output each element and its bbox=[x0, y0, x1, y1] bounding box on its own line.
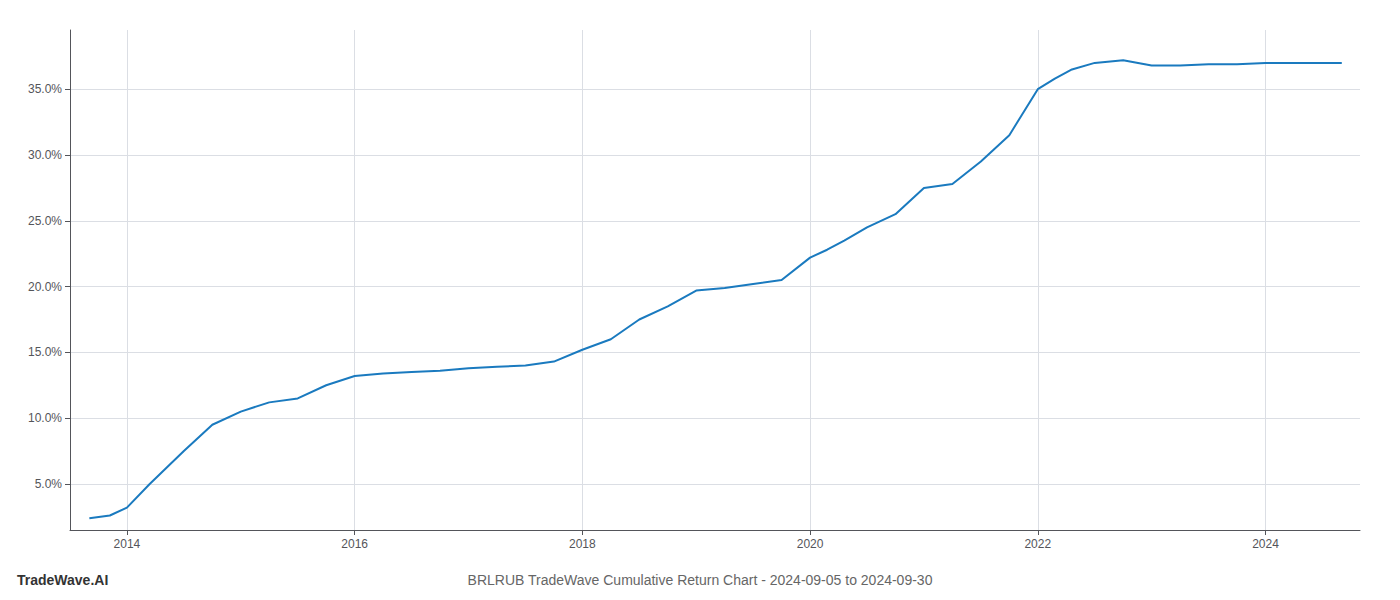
svg-text:2020: 2020 bbox=[797, 537, 824, 551]
svg-text:TradeWave.AI: TradeWave.AI bbox=[17, 572, 108, 588]
svg-text:BRLRUB TradeWave Cumulative Re: BRLRUB TradeWave Cumulative Return Chart… bbox=[468, 572, 933, 588]
svg-text:2014: 2014 bbox=[114, 537, 141, 551]
svg-text:30.0%: 30.0% bbox=[28, 148, 62, 162]
svg-text:2018: 2018 bbox=[569, 537, 596, 551]
svg-text:15.0%: 15.0% bbox=[28, 345, 62, 359]
svg-text:5.0%: 5.0% bbox=[35, 477, 63, 491]
svg-text:2022: 2022 bbox=[1024, 537, 1051, 551]
svg-text:10.0%: 10.0% bbox=[28, 411, 62, 425]
svg-text:25.0%: 25.0% bbox=[28, 214, 62, 228]
svg-text:2016: 2016 bbox=[341, 537, 368, 551]
svg-text:35.0%: 35.0% bbox=[28, 82, 62, 96]
svg-text:20.0%: 20.0% bbox=[28, 280, 62, 294]
svg-text:2024: 2024 bbox=[1252, 537, 1279, 551]
